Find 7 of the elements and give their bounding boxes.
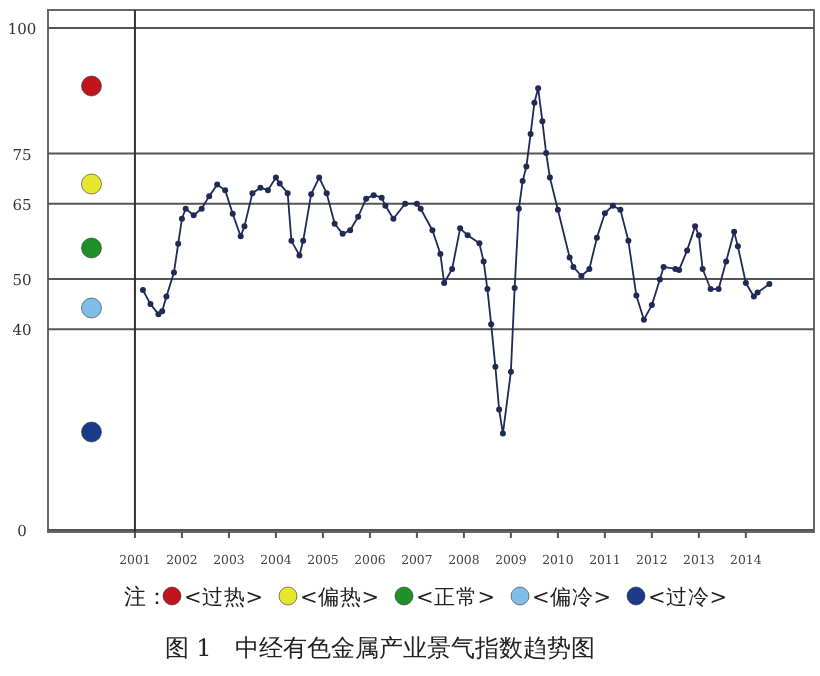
text: 图 1 中经有色金属产业景气指数趋势图 xyxy=(164,634,596,662)
text: <正常> xyxy=(416,584,496,610)
text: 注： xyxy=(124,584,168,610)
text: <过冷> xyxy=(648,584,728,610)
text: <偏热> xyxy=(300,586,380,610)
text: <过热> xyxy=(184,584,264,610)
text: <偏冷> xyxy=(532,586,612,610)
